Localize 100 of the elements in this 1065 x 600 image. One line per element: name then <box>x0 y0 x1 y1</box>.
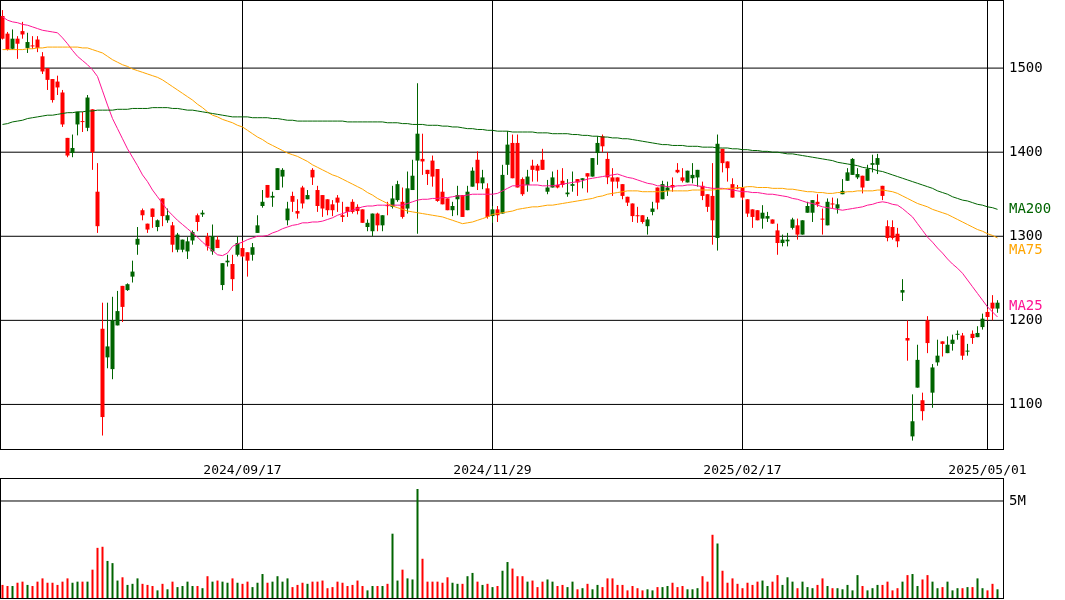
bar <box>511 568 514 598</box>
bar <box>631 586 634 598</box>
bar <box>266 582 269 598</box>
bar <box>211 581 214 598</box>
bar <box>361 586 364 598</box>
candlestick <box>895 227 900 248</box>
bar <box>891 590 894 598</box>
bar <box>256 582 259 598</box>
bar <box>391 533 394 598</box>
candlestick <box>280 167 285 188</box>
bar <box>101 546 104 598</box>
ref-line-label: 5M <box>1009 491 1026 508</box>
candlestick <box>595 135 600 166</box>
bar <box>801 581 804 598</box>
bar <box>586 583 589 598</box>
bar <box>461 583 464 598</box>
line-series <box>2 16 998 318</box>
bar <box>901 581 904 598</box>
bar <box>76 581 79 598</box>
bar <box>451 582 454 598</box>
bar <box>416 489 419 598</box>
bar <box>221 581 224 598</box>
bar <box>456 583 459 598</box>
candlestick <box>75 111 80 136</box>
bar <box>756 581 759 598</box>
bar <box>976 578 979 598</box>
bar <box>141 583 144 598</box>
bar <box>696 588 699 598</box>
bar <box>46 582 49 598</box>
bar <box>531 580 534 598</box>
bar <box>971 587 974 598</box>
candlestick <box>395 180 400 203</box>
bar <box>276 576 279 598</box>
y-tick-label: 1300 <box>1009 227 1043 244</box>
bar <box>216 580 219 598</box>
candlestick <box>900 278 905 302</box>
bar <box>651 590 654 598</box>
bar <box>886 581 889 598</box>
bar <box>301 582 304 598</box>
bar <box>941 587 944 598</box>
bar <box>246 581 249 598</box>
candlestick <box>505 130 510 176</box>
candlestick <box>820 208 825 236</box>
bar <box>81 581 84 598</box>
bar <box>706 581 709 598</box>
bar <box>796 588 799 598</box>
candlestick <box>170 221 175 253</box>
bar <box>186 581 189 598</box>
bar <box>51 582 54 598</box>
candlestick <box>925 315 930 354</box>
candlestick <box>965 343 970 357</box>
bar <box>881 584 884 598</box>
candlestick <box>470 166 475 188</box>
bar <box>446 577 449 598</box>
candlestick <box>570 171 575 193</box>
bar <box>436 581 439 598</box>
bar <box>56 584 59 598</box>
bar <box>811 588 814 598</box>
candlestick <box>185 236 190 260</box>
bar <box>281 581 284 598</box>
bar <box>641 590 644 598</box>
bar <box>546 579 549 598</box>
bar <box>271 581 274 598</box>
bar <box>616 584 619 598</box>
bar <box>746 582 749 598</box>
bar <box>601 587 604 598</box>
candlestick <box>285 201 290 226</box>
bar <box>671 582 674 598</box>
bar <box>846 584 849 598</box>
bar <box>561 584 564 598</box>
bar <box>6 586 9 598</box>
bar <box>61 581 64 598</box>
bar <box>776 575 779 598</box>
bar <box>116 580 119 598</box>
bar <box>136 578 139 598</box>
bar <box>491 587 494 598</box>
bar <box>316 581 319 598</box>
bar <box>191 586 194 598</box>
x-tick-label: 2025/02/17 <box>703 461 782 477</box>
bar <box>956 588 959 598</box>
bar <box>961 588 964 598</box>
bar <box>121 577 124 598</box>
bar <box>296 584 299 598</box>
candlestick <box>475 150 480 191</box>
bar <box>936 588 939 598</box>
bar <box>786 577 789 598</box>
bar <box>516 576 519 598</box>
bar <box>371 586 374 598</box>
bar <box>306 583 309 598</box>
bar <box>261 574 264 598</box>
y-tick-label: 1200 <box>1009 311 1043 328</box>
bar <box>311 581 314 598</box>
bar <box>26 584 29 598</box>
candlestick <box>905 319 910 362</box>
candlestick <box>15 35 20 60</box>
bar <box>376 586 379 598</box>
bar <box>91 569 94 598</box>
bar <box>951 590 954 598</box>
bar <box>441 582 444 598</box>
bar <box>611 578 614 598</box>
